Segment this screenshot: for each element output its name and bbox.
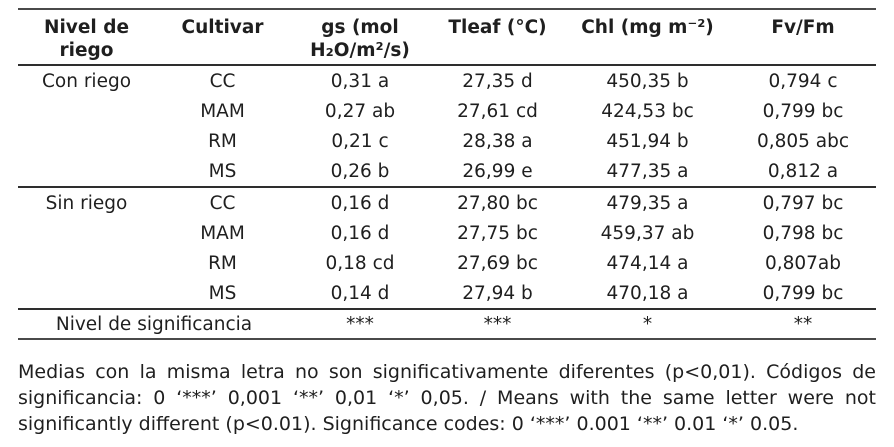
col-header-tleaf: Tleaf (°C) xyxy=(448,17,547,38)
table-row: Sin riego CC 0,16 d 27,80 bc 479,35 a 0,… xyxy=(18,187,876,218)
header-row: Nivel de riego Cultivar gs (mol H₂O/m²/s… xyxy=(18,9,876,65)
significance-tleaf: *** xyxy=(483,313,512,335)
cell-fvfm: 0,794 c xyxy=(768,70,838,92)
table-body: Con riego CC 0,31 a 27,35 d 450,35 b 0,7… xyxy=(18,65,876,339)
footnote-line: significantly different (p<0.01). Signif… xyxy=(18,413,799,435)
table-row: Con riego CC 0,31 a 27,35 d 450,35 b 0,7… xyxy=(18,65,876,96)
cell-chl: 450,35 b xyxy=(606,70,689,92)
table-row: MS 0,14 d 27,94 b 470,18 a 0,799 bc xyxy=(18,278,876,309)
significance-chl: * xyxy=(642,313,653,335)
cell-gs: 0,14 d xyxy=(330,282,390,304)
cell-cultivar: MAM xyxy=(200,100,245,122)
cell-gs: 0,21 c xyxy=(331,130,389,152)
cell-fvfm: 0,807ab xyxy=(764,252,842,274)
results-table: Nivel de riego Cultivar gs (mol H₂O/m²/s… xyxy=(18,8,876,340)
footnote-line: significancia: 0 ‘***’ 0,001 ‘**’ 0,01 ‘… xyxy=(18,387,876,409)
cell-tleaf: 27,69 bc xyxy=(457,252,538,274)
significance-fvfm: ** xyxy=(793,313,813,335)
paper-table-page: Nivel de riego Cultivar gs (mol H₂O/m²/s… xyxy=(18,8,876,437)
cell-level xyxy=(18,126,155,156)
cell-chl: 459,37 ab xyxy=(600,222,695,244)
cell-gs: 0,27 ab xyxy=(324,100,396,122)
cell-fvfm: 0,799 bc xyxy=(762,100,844,122)
table-footnote: Medias con la misma letra no son signifi… xyxy=(18,359,876,437)
cell-tleaf: 28,38 a xyxy=(462,130,533,152)
cell-cultivar: MS xyxy=(208,282,237,304)
significance-gs: *** xyxy=(346,313,374,335)
cell-tleaf: 27,61 cd xyxy=(457,100,538,122)
cell-level xyxy=(18,278,155,309)
col-header-gs: gs (mol H₂O/m²/s) xyxy=(310,17,410,61)
cell-tleaf: 26,99 e xyxy=(462,160,533,182)
cell-cultivar: MS xyxy=(208,160,237,182)
cell-gs: 0,18 cd xyxy=(325,252,395,274)
cell-tleaf: 27,80 bc xyxy=(457,192,538,214)
cell-gs: 0,16 d xyxy=(330,192,390,214)
col-header-nivel-de-riego: Nivel de riego xyxy=(43,17,129,61)
table-row: RM 0,18 cd 27,69 bc 474,14 a 0,807ab xyxy=(18,248,876,278)
cell-gs: 0,31 a xyxy=(330,70,390,92)
cell-fvfm: 0,797 bc xyxy=(762,192,844,214)
cell-chl: 451,94 b xyxy=(606,130,689,152)
table-row: MAM 0,27 ab 27,61 cd 424,53 bc 0,799 bc xyxy=(18,96,876,126)
cell-cultivar: RM xyxy=(208,130,237,152)
col-header-chl: Chl (mg m⁻²) xyxy=(581,17,714,38)
cell-chl: 424,53 bc xyxy=(601,100,694,122)
significance-label: Nivel de significancia xyxy=(55,313,253,335)
cell-fvfm: 0,812 a xyxy=(767,160,839,182)
cell-level: Sin riego xyxy=(45,192,128,214)
cell-level xyxy=(18,218,155,248)
cell-tleaf: 27,35 d xyxy=(462,70,533,92)
cell-tleaf: 27,94 b xyxy=(462,282,533,304)
cell-cultivar: MAM xyxy=(200,222,245,244)
cell-level xyxy=(18,156,155,187)
table-row: MS 0,26 b 26,99 e 477,35 a 0,812 a xyxy=(18,156,876,187)
cell-level xyxy=(18,248,155,278)
cell-cultivar: RM xyxy=(208,252,237,274)
cell-fvfm: 0,798 bc xyxy=(762,222,844,244)
cell-gs: 0,16 d xyxy=(330,222,390,244)
cell-chl: 470,18 a xyxy=(606,282,689,304)
cell-gs: 0,26 b xyxy=(330,160,390,182)
cell-chl: 474,14 a xyxy=(606,252,689,274)
cell-cultivar: CC xyxy=(209,70,236,92)
significance-row: Nivel de significancia *** *** * ** xyxy=(18,309,876,339)
cell-level: Con riego xyxy=(41,70,132,92)
cell-fvfm: 0,805 abc xyxy=(756,130,850,152)
cell-cultivar: CC xyxy=(209,192,236,214)
cell-level xyxy=(18,96,155,126)
footnote-line: Medias con la misma letra no son signifi… xyxy=(18,361,876,383)
table-row: RM 0,21 c 28,38 a 451,94 b 0,805 abc xyxy=(18,126,876,156)
table-header: Nivel de riego Cultivar gs (mol H₂O/m²/s… xyxy=(18,9,876,65)
table-row: MAM 0,16 d 27,75 bc 459,37 ab 0,798 bc xyxy=(18,218,876,248)
cell-chl: 479,35 a xyxy=(606,192,689,214)
col-header-fvfm: Fv/Fm xyxy=(771,17,835,38)
cell-fvfm: 0,799 bc xyxy=(762,282,844,304)
col-header-cultivar: Cultivar xyxy=(181,17,264,38)
cell-tleaf: 27,75 bc xyxy=(457,222,538,244)
cell-chl: 477,35 a xyxy=(606,160,689,182)
